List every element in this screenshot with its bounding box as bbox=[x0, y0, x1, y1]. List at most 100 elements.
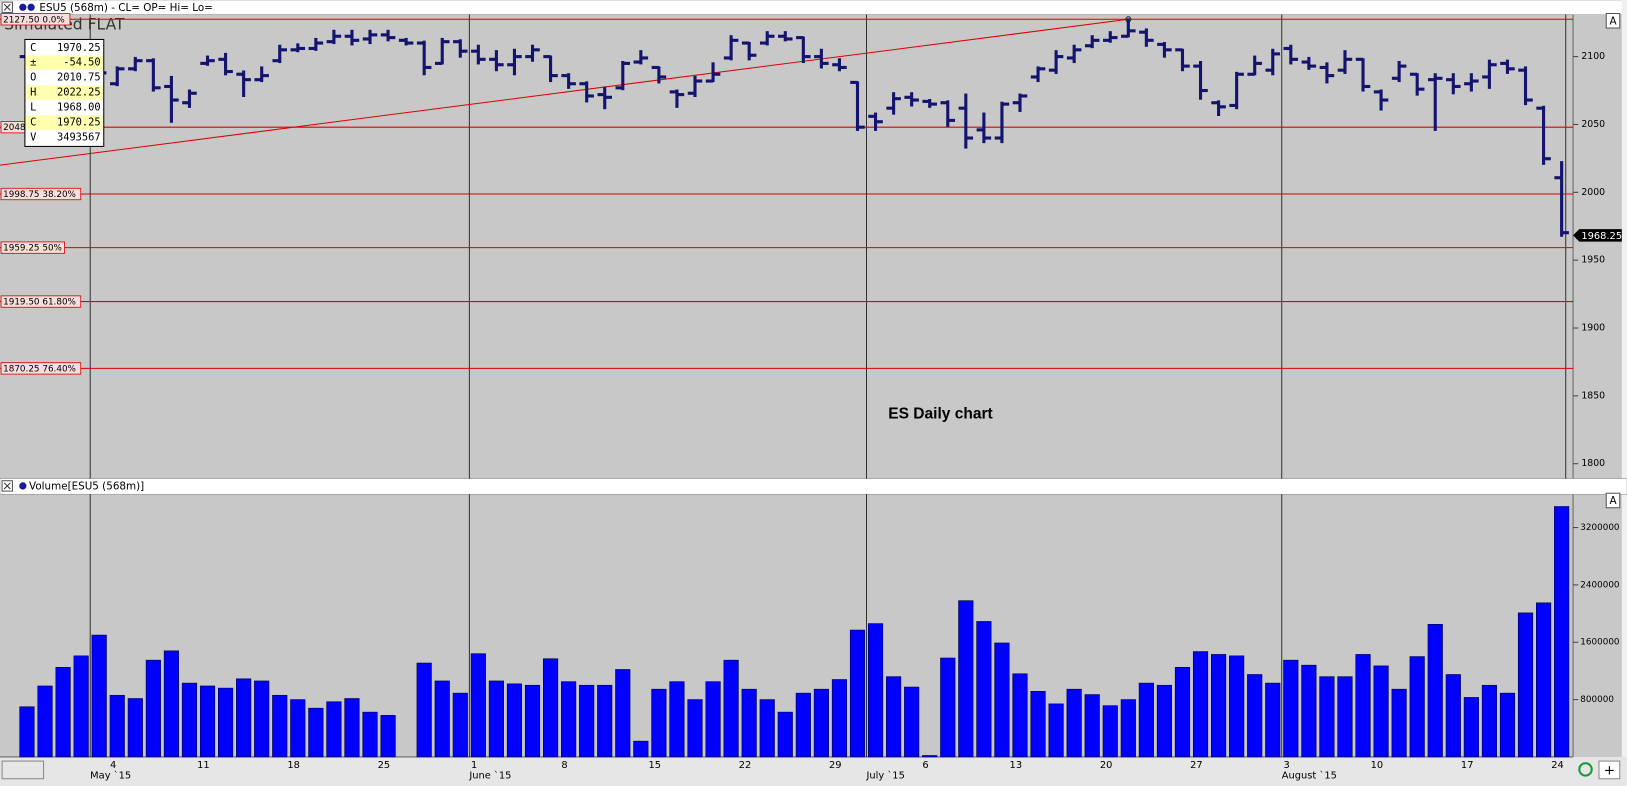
last-price-label: 1968.25 bbox=[1581, 231, 1622, 242]
volume-bar bbox=[958, 600, 974, 758]
info-value: 2022.25 bbox=[57, 87, 101, 99]
x-tick-label: 27 bbox=[1190, 760, 1203, 771]
volume-bar bbox=[434, 680, 450, 758]
x-tick-label: 18 bbox=[287, 760, 300, 771]
info-value: 2010.75 bbox=[57, 72, 101, 84]
volume-bar bbox=[831, 679, 848, 758]
volume-bar bbox=[579, 684, 595, 758]
info-value: 1970.25 bbox=[57, 117, 101, 129]
volume-bar bbox=[1229, 655, 1245, 758]
volume-bar bbox=[109, 694, 125, 758]
info-key: C bbox=[30, 117, 36, 129]
level-label-box bbox=[0, 295, 82, 308]
level-label: 2048. bbox=[3, 123, 28, 133]
volume-bar bbox=[1030, 691, 1046, 758]
level-label-box bbox=[0, 187, 82, 201]
autoscale-button[interactable] bbox=[1605, 12, 1621, 29]
info-row-highlight bbox=[25, 85, 103, 100]
info-value: 1968.00 bbox=[57, 102, 101, 114]
autoscale-label: A bbox=[1609, 495, 1616, 507]
month-label: June `15 bbox=[468, 770, 511, 782]
level-label-box bbox=[0, 13, 71, 26]
x-tick-label: 20 bbox=[1100, 760, 1113, 771]
volume-bar bbox=[218, 687, 234, 758]
volume-bar bbox=[344, 698, 360, 758]
volume-bar bbox=[488, 680, 504, 758]
volume-bar bbox=[470, 653, 486, 758]
volume-bar bbox=[669, 681, 685, 758]
volume-bar bbox=[597, 684, 613, 758]
volume-bar bbox=[1138, 682, 1154, 758]
time-axis bbox=[0, 756, 1627, 786]
volume-bar bbox=[940, 657, 956, 758]
month-label: July `15 bbox=[866, 770, 905, 782]
x-tick-label: 13 bbox=[1010, 760, 1023, 771]
volume-bar bbox=[813, 688, 829, 758]
volume-bar bbox=[1084, 694, 1100, 758]
close-icon bbox=[3, 482, 11, 490]
volume-header bbox=[0, 478, 1627, 495]
price-axis-area bbox=[1573, 14, 1622, 479]
volume-bar bbox=[1409, 656, 1425, 758]
volume-bar bbox=[1391, 688, 1407, 758]
volume-bar bbox=[1156, 684, 1173, 758]
info-box: C 1970.25 ± -54.50 O 2010.75 H 2022.25 L 1968.00 C… bbox=[24, 38, 105, 147]
volume-bar bbox=[849, 629, 866, 758]
level-label: 1998.75 38.20% bbox=[3, 190, 76, 200]
volume-bar bbox=[795, 692, 811, 758]
volume-bar bbox=[633, 740, 649, 758]
volume-bar bbox=[1174, 667, 1191, 758]
volume-bar bbox=[705, 681, 721, 758]
autoscale-label: A bbox=[1609, 15, 1616, 27]
volume-bar bbox=[976, 621, 992, 758]
volume-bar bbox=[1265, 682, 1281, 758]
y-tick-label: 2400000 bbox=[1580, 580, 1620, 590]
volume-bar bbox=[1048, 703, 1064, 758]
y-tick-label: 1900 bbox=[1581, 323, 1605, 334]
volume-bar bbox=[1012, 673, 1028, 758]
volume-bar bbox=[1247, 674, 1263, 758]
volume-bar bbox=[452, 692, 468, 758]
info-value: -54.50 bbox=[63, 57, 100, 69]
volume-bar bbox=[73, 655, 89, 758]
add-button[interactable] bbox=[1598, 760, 1621, 780]
level-label: 2127.50 0.0% bbox=[3, 15, 65, 25]
volume-bar bbox=[687, 699, 703, 758]
info-row-highlight bbox=[25, 115, 103, 130]
volume-bar bbox=[19, 706, 35, 758]
x-tick-label: 15 bbox=[648, 760, 661, 771]
volume-bar bbox=[1066, 688, 1082, 758]
annotation: ES Daily chart bbox=[888, 405, 993, 422]
add-label: + bbox=[1604, 762, 1615, 778]
volume-bar bbox=[1192, 651, 1209, 758]
volume-bar bbox=[506, 683, 523, 758]
volume-bar bbox=[326, 701, 342, 758]
series-icon bbox=[19, 3, 27, 11]
autoscale-button[interactable] bbox=[1605, 492, 1621, 509]
info-key: C bbox=[30, 42, 36, 54]
volume-bar bbox=[1283, 659, 1299, 758]
volume-bar bbox=[37, 685, 53, 758]
refresh-button[interactable] bbox=[1578, 762, 1593, 777]
volume-bar bbox=[308, 707, 324, 758]
scroll-box[interactable] bbox=[1, 760, 45, 780]
price-title: ESU5 (568m) - CL= OP= Hi= Lo= bbox=[39, 2, 212, 14]
volume-bar bbox=[254, 680, 270, 758]
y-tick-label: 2100 bbox=[1581, 51, 1605, 62]
volume-title: Volume[ESU5 (568m)] bbox=[29, 480, 144, 492]
volume-bar bbox=[1536, 602, 1552, 758]
volume-bar bbox=[1463, 697, 1479, 758]
info-key: L bbox=[30, 102, 36, 114]
time-labels: May `15 June `15 July `15 August `154 11 18 25… bbox=[90, 760, 1564, 781]
level-label: 1959.25 50% bbox=[3, 244, 62, 254]
volume-bar bbox=[362, 711, 378, 758]
volume-bar bbox=[741, 688, 757, 758]
x-tick-label: 4 bbox=[110, 760, 116, 771]
x-tick-label: 3 bbox=[1284, 760, 1290, 771]
volume-bar bbox=[922, 755, 938, 758]
volume-plot: 800000 1600000 2400000 3200000 bbox=[19, 494, 1620, 758]
volume-bar bbox=[1554, 506, 1570, 758]
volume-bar bbox=[1445, 674, 1461, 758]
volume-bar bbox=[615, 669, 631, 758]
volume-bar bbox=[163, 650, 179, 758]
